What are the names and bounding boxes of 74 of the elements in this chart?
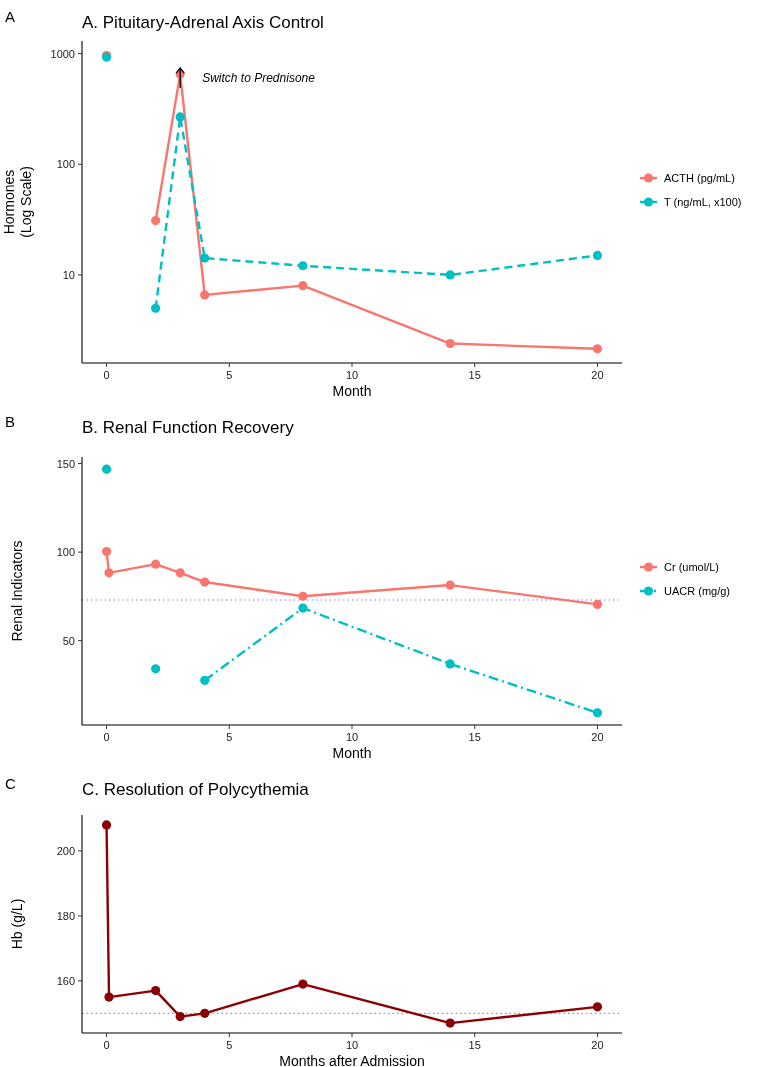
- chart-title: C. Resolution of Polycythemia: [82, 780, 310, 799]
- y-tick-label: 50: [62, 634, 75, 647]
- point: [592, 344, 603, 354]
- point: [151, 664, 161, 674]
- x-axis-title: Month: [332, 383, 372, 399]
- point: [175, 568, 185, 578]
- point: [592, 708, 603, 718]
- x-tick-label: 10: [345, 1039, 359, 1051]
- point: [101, 464, 112, 474]
- y-tick-label: 1000: [50, 47, 75, 60]
- legend-label: ACTH (pg/mL): [664, 172, 735, 184]
- y-tick-label: 100: [56, 546, 75, 559]
- legend-label: Cr (umol/L): [664, 561, 720, 573]
- y-tick-label: 160: [56, 974, 75, 987]
- chart-title: B. Renal Function Recovery: [82, 418, 295, 437]
- x-tick-label: 15: [468, 731, 481, 743]
- point: [151, 986, 161, 996]
- text: B: [5, 413, 16, 430]
- x-axis-title: Month: [332, 745, 372, 761]
- y-tick-label: 100: [56, 158, 75, 171]
- x-tick-label: 5: [226, 731, 233, 743]
- point: [104, 568, 114, 578]
- point: [298, 281, 308, 291]
- point: [298, 591, 308, 601]
- x-tick-label: 15: [468, 369, 481, 381]
- x-tick-label: 10: [345, 369, 359, 381]
- point: [104, 992, 114, 1002]
- point: [151, 559, 161, 569]
- y-tick-label: 10: [62, 268, 75, 281]
- x-tick-label: 10: [345, 731, 359, 743]
- x-tick-label: 20: [591, 369, 604, 381]
- y-axis-title: Hormones (Log Scale): [1, 166, 34, 238]
- point: [445, 659, 455, 669]
- x-tick-label: 20: [591, 1039, 604, 1051]
- point: [592, 599, 603, 609]
- y-tick-label: 150: [56, 457, 75, 470]
- y-axis-title: Renal Indicators: [9, 540, 25, 642]
- y-tick-label: 200: [56, 844, 75, 857]
- point: [445, 338, 455, 349]
- chart-title: A. Pituitary-Adrenal Axis Control: [82, 13, 324, 32]
- point: [175, 112, 185, 122]
- point: [200, 290, 210, 300]
- y-axis-title: Hb (g/L): [9, 898, 25, 950]
- y-tick-label: 180: [56, 909, 75, 922]
- point: [101, 820, 112, 830]
- x-tick-label: 0: [103, 1039, 110, 1051]
- point: [445, 1018, 455, 1028]
- point: [200, 577, 210, 587]
- point: [445, 580, 455, 590]
- point: [298, 979, 308, 989]
- x-tick-label: 15: [468, 1039, 481, 1051]
- x-tick-label: 5: [226, 369, 233, 381]
- legend-label: T (ng/mL, x100): [664, 196, 742, 208]
- point: [101, 546, 112, 557]
- point: [298, 603, 308, 613]
- text: A: [5, 8, 16, 25]
- legend-label: UACR (mg/g): [664, 585, 731, 597]
- point: [298, 261, 308, 271]
- point: [200, 253, 210, 263]
- point: [200, 1008, 210, 1018]
- x-axis-title: Months after Admission: [279, 1053, 425, 1067]
- x-tick-label: 0: [103, 369, 110, 381]
- point: [200, 675, 210, 685]
- point: [151, 215, 161, 226]
- x-tick-label: 0: [103, 731, 110, 743]
- x-tick-label: 20: [591, 731, 604, 743]
- text: C: [5, 775, 16, 792]
- point: [175, 1011, 185, 1022]
- x-tick-label: 5: [226, 1039, 233, 1051]
- point: [151, 303, 161, 313]
- annotation: Switch to Prednisone: [202, 71, 316, 86]
- point: [445, 270, 455, 280]
- point: [592, 1002, 603, 1012]
- point: [592, 250, 603, 261]
